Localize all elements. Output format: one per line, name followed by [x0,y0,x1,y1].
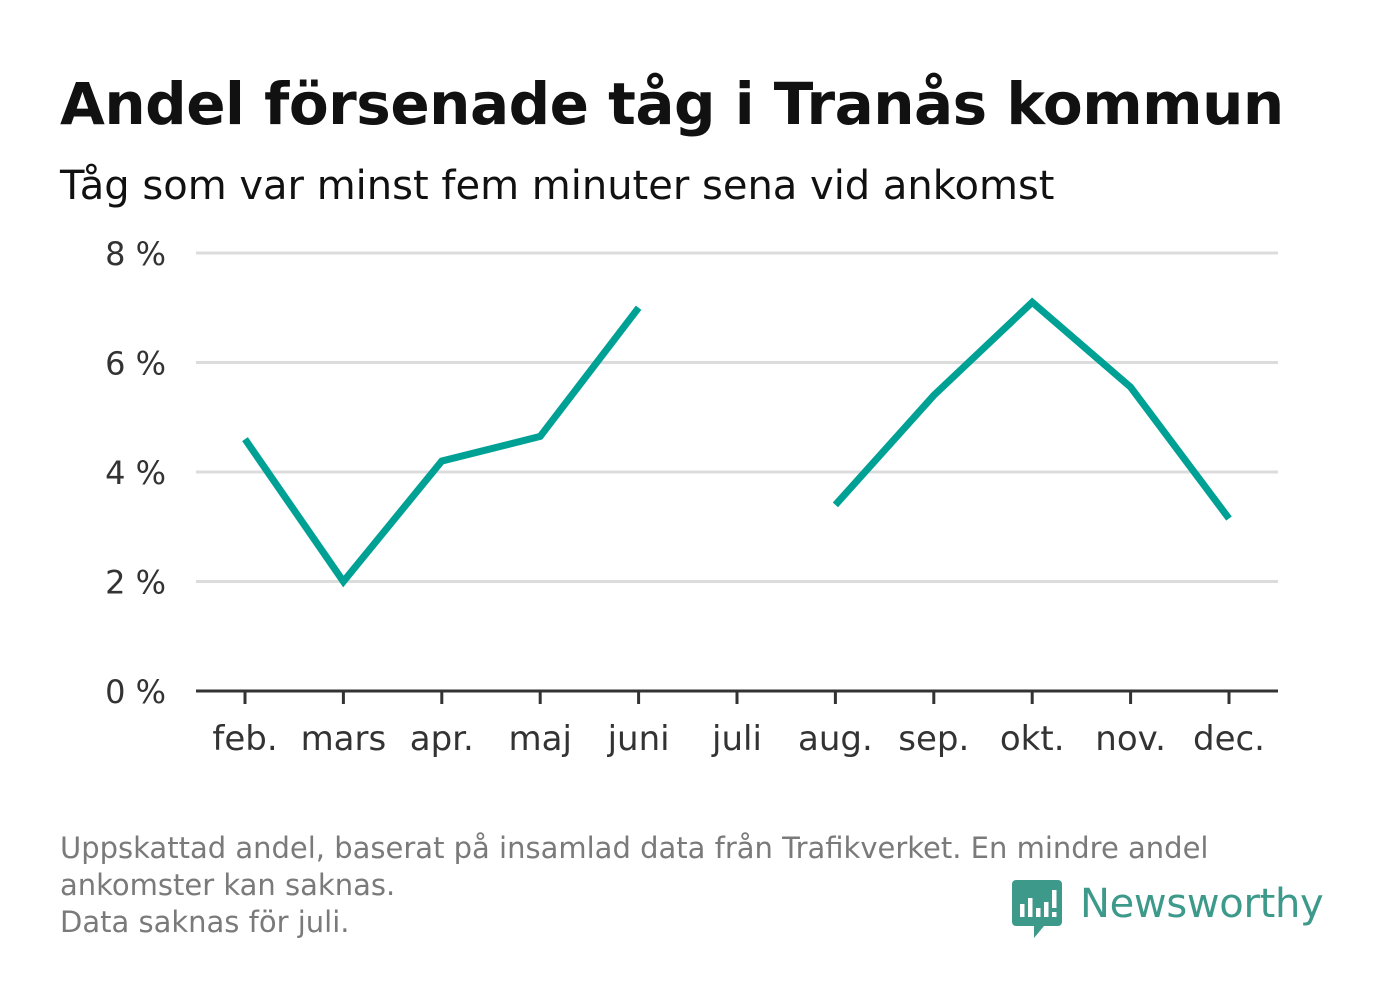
footnote-line: ankomster kan saknas. [60,868,396,902]
y-tick-label: 0 % [105,673,166,711]
footnote: Uppskattad andel, baserat på insamlad da… [60,830,1320,941]
x-tick-label: juli [711,719,762,759]
chart-subtitle: Tåg som var minst fem minuter sena vid a… [60,163,1055,209]
series-line-segment [832,297,1232,521]
x-axis-tick-labels: feb. mars apr. maj juni juli aug. sep. okt. nov. d… [212,719,1265,759]
newsworthy-logo-icon [1012,880,1062,938]
y-axis-tick-labels: 0 % 2 % 4 % 6 % 8 % [105,235,166,711]
x-tick-label: mars [301,719,387,759]
chart-title: Andel försenade tåg i Tranås kommun [60,70,1284,138]
x-tick-label: okt. [1000,719,1065,759]
x-tick-label: feb. [212,719,277,759]
x-axis [196,689,1278,704]
x-tick-label: sep. [898,719,969,759]
x-tick-label: juni [607,719,670,759]
x-tick-label: nov. [1095,719,1166,759]
gridlines [196,251,1278,583]
brand-logo: Newsworthy [1012,880,1324,940]
series-lines [242,297,1232,588]
x-tick-label: apr. [410,719,474,759]
x-tick-label: maj [508,719,571,759]
y-tick-label: 8 % [105,235,166,273]
footnote-line: Data saknas för juli. [60,905,350,939]
footnote-line: Uppskattad andel, baserat på insamlad da… [60,831,1209,865]
y-tick-label: 2 % [105,564,166,602]
x-tick-label: aug. [798,719,873,759]
y-tick-label: 6 % [105,345,166,383]
x-tick-label: dec. [1193,719,1265,759]
series-line-segment [242,305,642,588]
line-chart: 0 % 2 % 4 % 6 % 8 % feb. mars apr. maj juni juli a… [105,235,1278,759]
y-tick-label: 4 % [105,454,166,492]
brand-name: Newsworthy [1080,881,1324,927]
